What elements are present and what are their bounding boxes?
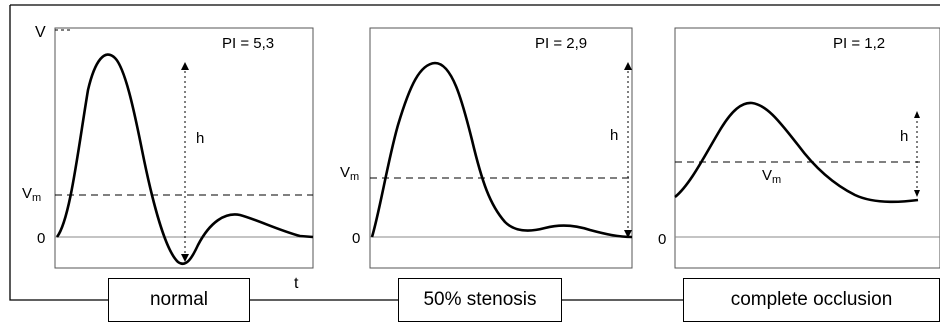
pi-label: PI = 5,3 <box>222 35 274 52</box>
panel-stenosis: PI = 2,9 h 0 Vm <box>340 27 633 269</box>
h-arrow-head-down <box>624 230 632 238</box>
panel-normal: PI = 5,3 h V t 0 Vm <box>22 24 314 292</box>
v-axis-label: V <box>35 24 46 41</box>
h-arrow-head-up <box>181 62 189 70</box>
vm-subscript: m <box>350 171 359 183</box>
vm-subscript: m <box>772 174 781 186</box>
vm-label: Vm <box>340 164 359 183</box>
vm-label: Vm <box>22 185 41 204</box>
pi-label: PI = 1,2 <box>833 35 885 52</box>
caption-normal: normal <box>108 278 250 322</box>
waveform-stenosis <box>370 61 633 239</box>
h-arrow-head-down <box>181 254 189 262</box>
waveform-normal <box>55 53 314 266</box>
vm-symbol: V <box>22 185 32 202</box>
zero-label: 0 <box>352 230 360 247</box>
panel-frame <box>674 27 940 269</box>
panel-occlusion: PI = 1,2 h 0 Vm <box>658 27 940 269</box>
caption-stenosis: 50% stenosis <box>398 278 562 322</box>
vm-label: Vm <box>762 167 781 186</box>
zero-label: 0 <box>658 231 666 248</box>
h-label: h <box>610 127 618 144</box>
h-arrow-head-up <box>624 62 632 70</box>
panel-frame <box>369 27 633 269</box>
h-label: h <box>196 130 204 147</box>
pi-label: PI = 2,9 <box>535 35 587 52</box>
h-arrow-head-down <box>914 190 920 197</box>
h-label: h <box>900 128 908 145</box>
zero-label: 0 <box>37 230 45 247</box>
vm-subscript: m <box>32 192 41 204</box>
t-axis-label: t <box>294 275 299 292</box>
vm-symbol: V <box>762 167 772 184</box>
waveform-occlusion <box>674 101 919 204</box>
connector-line <box>9 5 108 301</box>
caption-occlusion: complete occlusion <box>683 278 940 322</box>
vm-symbol: V <box>340 164 350 181</box>
h-arrow-head-up <box>914 111 920 118</box>
